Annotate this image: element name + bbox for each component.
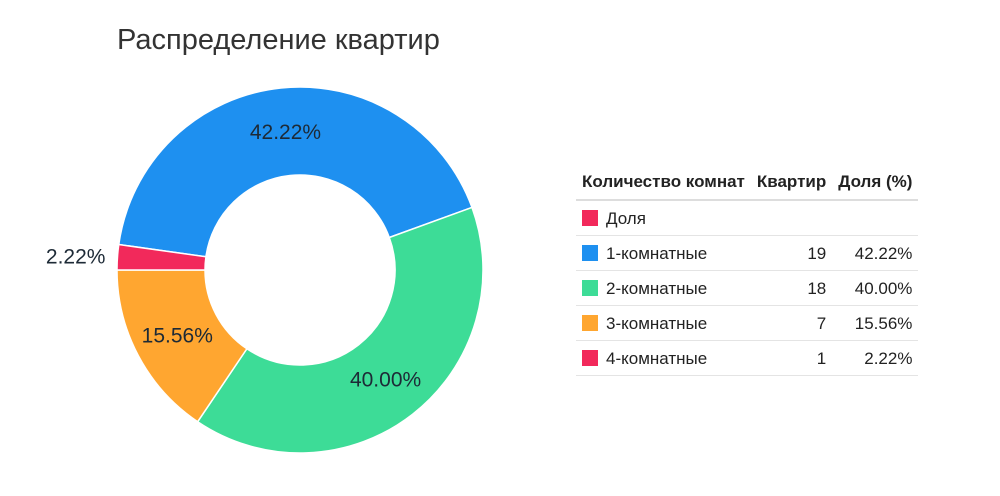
legend-label-cell: 2-комнатные — [576, 270, 751, 306]
legend-share — [832, 200, 919, 236]
legend-share: 40.00% — [832, 270, 919, 306]
legend-swatch — [582, 279, 598, 296]
legend-count: 19 — [750, 235, 833, 271]
legend-swatch — [582, 244, 598, 261]
legend-label: 1-комнатные — [606, 243, 708, 263]
data-label: 15.56% — [142, 324, 213, 347]
header-rooms: Количество комнат — [576, 168, 751, 201]
header-count: Квартир — [750, 168, 833, 201]
legend-label: 4-комнатные — [606, 348, 708, 368]
legend-share: 2.22% — [832, 340, 919, 376]
slice-4-комнатные — [116, 243, 207, 271]
legend-count: 18 — [750, 270, 833, 306]
legend-row: 2-комнатные 18 40.00% — [576, 270, 919, 306]
data-label: 42.22% — [250, 121, 321, 144]
legend-table: Количество комнат Квартир Доля (%) Доля … — [576, 168, 919, 376]
legend-share: 15.56% — [832, 305, 919, 341]
legend-swatch — [582, 209, 598, 226]
legend-count — [750, 200, 833, 236]
legend-swatch — [582, 349, 598, 366]
legend-share: 42.22% — [832, 235, 919, 271]
legend-label: 3-комнатные — [606, 313, 708, 333]
legend-label-cell: 4-комнатные — [576, 340, 751, 376]
chart-title: Распределение квартир — [117, 24, 440, 56]
slice-2-комнатные — [196, 206, 484, 454]
legend-count: 1 — [750, 340, 833, 376]
data-label: 2.22% — [46, 246, 106, 269]
legend-swatch — [582, 314, 598, 331]
legend-label-cell: 3-комнатные — [576, 305, 751, 341]
data-label: 40.00% — [350, 369, 421, 392]
legend-row: 3-комнатные 7 15.56% — [576, 305, 919, 341]
legend-label-cell: Доля — [576, 200, 751, 236]
legend-label-cell: 1-комнатные — [576, 235, 751, 271]
slice-1-комнатные — [117, 86, 473, 258]
legend-row: 1-комнатные 19 42.22% — [576, 235, 919, 271]
header-share: Доля (%) — [832, 168, 919, 201]
legend-row: 4-комнатные 1 2.22% — [576, 340, 919, 376]
legend-label: Доля — [606, 208, 646, 228]
legend-row: Доля — [576, 200, 919, 236]
legend-label: 2-комнатные — [606, 278, 708, 298]
legend-count: 7 — [750, 305, 833, 341]
